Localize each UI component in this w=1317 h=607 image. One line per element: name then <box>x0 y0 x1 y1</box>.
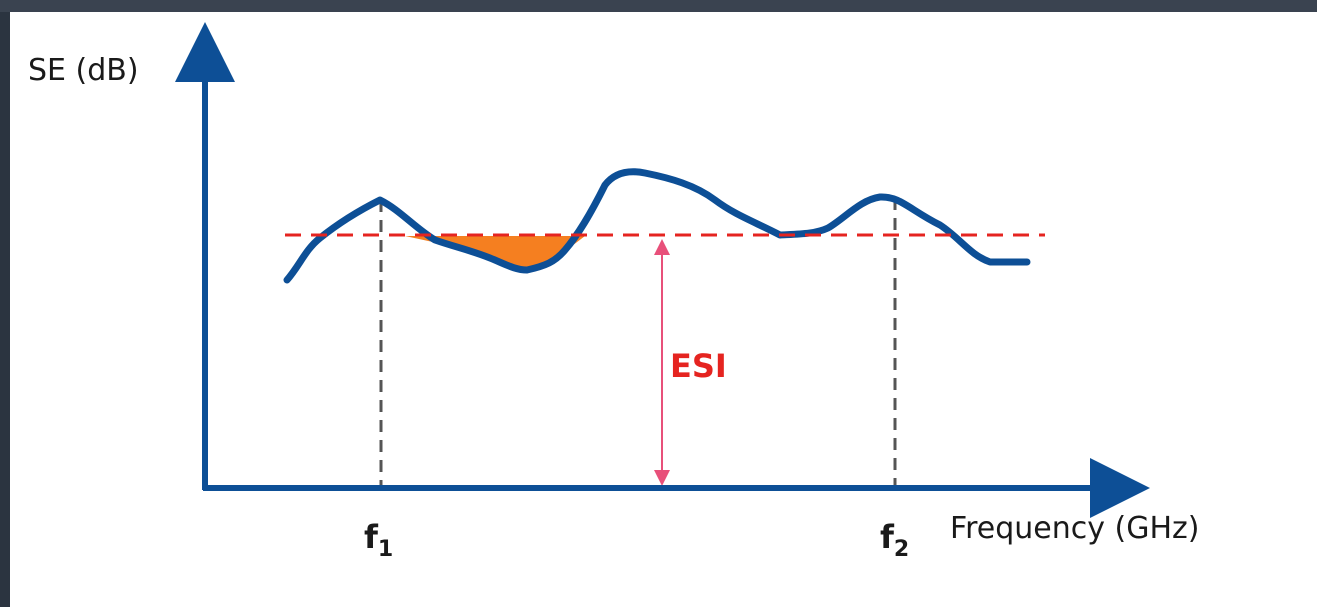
marker-label: f <box>364 518 379 556</box>
esi-label: ESI <box>670 347 727 385</box>
edge-strip <box>0 0 1317 12</box>
edge-strip <box>0 0 10 607</box>
marker-label: f <box>880 518 895 556</box>
marker-subscript: 1 <box>378 537 393 562</box>
diagram: SE (dB) Frequency (GHz) ESI f1 f2 <box>0 0 1317 607</box>
marker-subscript: 2 <box>894 537 909 562</box>
y-axis-label: SE (dB) <box>28 53 139 88</box>
x-axis-label: Frequency (GHz) <box>950 511 1199 546</box>
